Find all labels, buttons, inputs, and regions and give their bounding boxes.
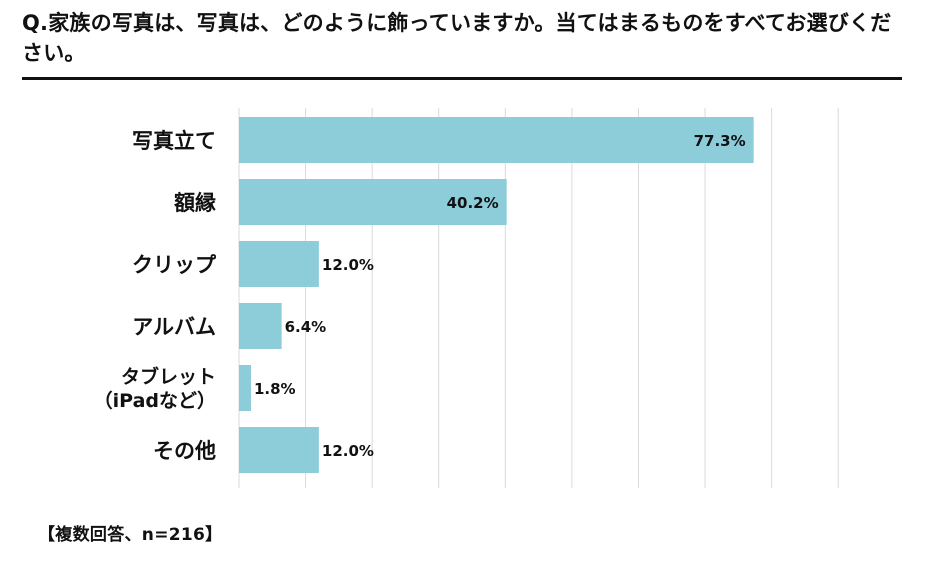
grid-layer bbox=[238, 108, 839, 488]
bar bbox=[239, 365, 251, 411]
bar bbox=[239, 241, 319, 287]
category-label: クリップ bbox=[132, 253, 217, 277]
category-label: タブレット（iPadなど） bbox=[94, 365, 216, 412]
sample-note: 【複数回答、n=216】 bbox=[38, 525, 223, 545]
label-layer: 77.3% 写真立て 40.2% 額縁 12.0% クリップ 6.4% アルバム 1.8% タブレ… bbox=[94, 129, 746, 463]
category-label: 額縁 bbox=[173, 191, 216, 215]
category-label: アルバム bbox=[132, 315, 216, 339]
category-label: 写真立て bbox=[132, 129, 216, 153]
data-label: 77.3% bbox=[694, 132, 746, 150]
title-divider bbox=[22, 77, 902, 80]
data-label: 12.0% bbox=[322, 256, 374, 274]
chart-title: Q.家族の写真は、写真は、どのように飾っていますか。当てはまるものをすべてお選び… bbox=[22, 11, 892, 65]
bar bbox=[239, 117, 754, 163]
data-label: 12.0% bbox=[322, 442, 374, 460]
data-label: 1.8% bbox=[254, 380, 296, 398]
bar bbox=[239, 303, 282, 349]
bar bbox=[239, 179, 507, 225]
data-label: 6.4% bbox=[285, 318, 327, 336]
category-label: その他 bbox=[153, 439, 216, 463]
bar-layer bbox=[239, 117, 754, 473]
bar bbox=[239, 427, 319, 473]
data-label: 40.2% bbox=[447, 194, 499, 212]
